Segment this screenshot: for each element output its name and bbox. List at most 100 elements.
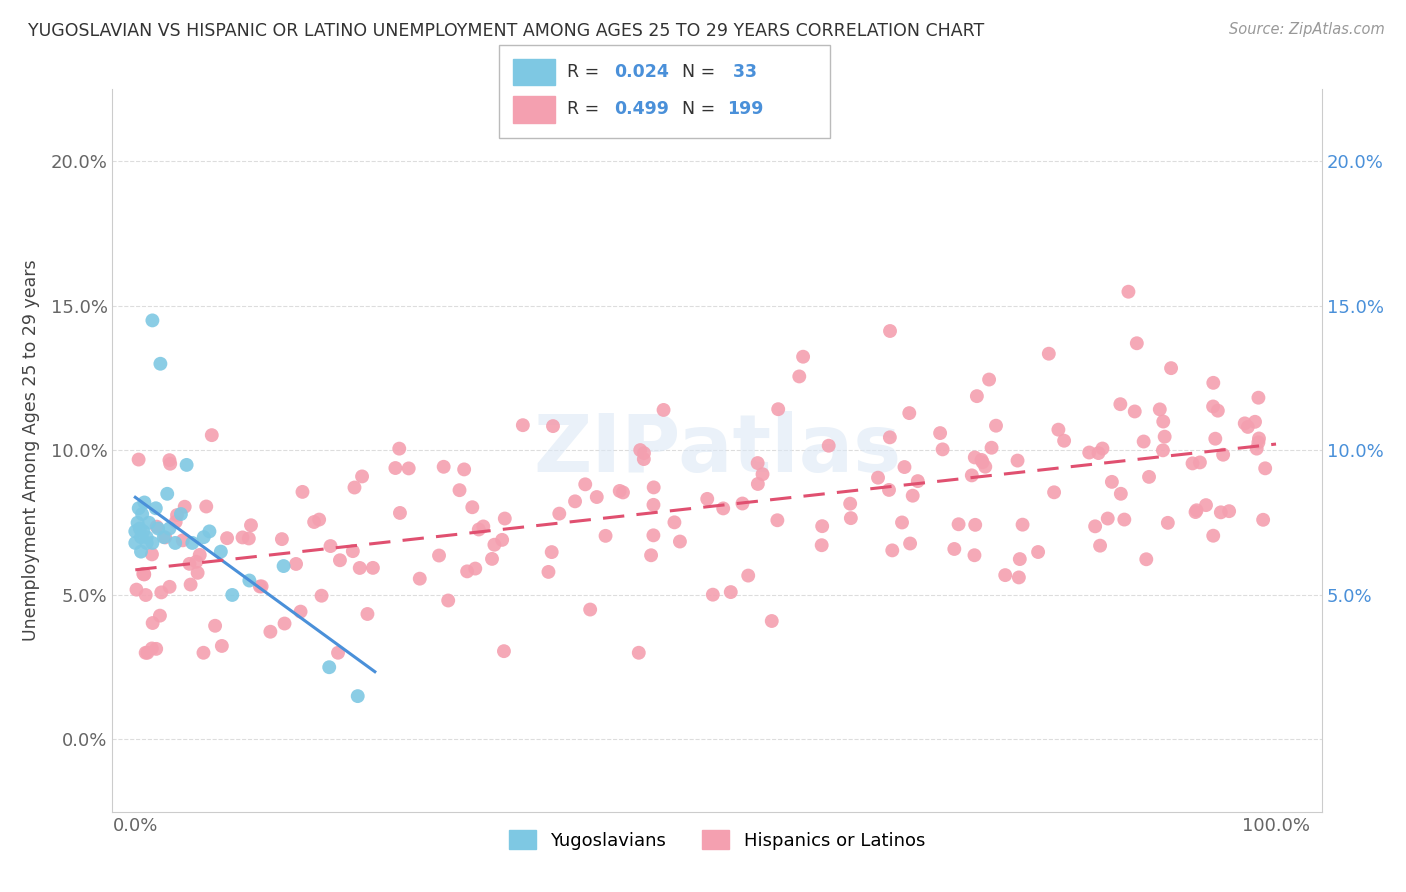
Point	[1254, 461, 1277, 475]
Point	[128, 501, 150, 516]
Point	[640, 548, 662, 562]
Point	[1109, 397, 1132, 411]
Point	[398, 461, 420, 475]
Text: YUGOSLAVIAN VS HISPANIC OR LATINO UNEMPLOYMENT AMONG AGES 25 TO 29 YEARS CORRELA: YUGOSLAVIAN VS HISPANIC OR LATINO UNEMPL…	[28, 22, 984, 40]
Point	[273, 616, 295, 631]
Text: 199: 199	[727, 101, 763, 119]
Point	[329, 553, 352, 567]
Point	[1157, 516, 1180, 530]
Point	[633, 452, 655, 467]
Point	[901, 489, 924, 503]
Point	[627, 646, 650, 660]
Point	[737, 568, 759, 582]
Point	[787, 369, 810, 384]
Text: ZIPatlas: ZIPatlas	[533, 411, 901, 490]
Point	[342, 544, 364, 558]
Point	[711, 501, 734, 516]
Point	[696, 491, 718, 506]
Point	[352, 469, 374, 483]
Point	[766, 402, 789, 417]
Point	[1206, 403, 1229, 417]
Point	[302, 515, 325, 529]
Point	[965, 517, 987, 532]
Point	[221, 588, 243, 602]
Point	[943, 541, 966, 556]
Point	[1084, 519, 1107, 533]
Point	[259, 624, 281, 639]
Point	[1218, 504, 1240, 518]
Point	[238, 532, 260, 546]
Point	[128, 521, 150, 535]
Point	[866, 471, 889, 485]
Point	[173, 500, 195, 514]
Point	[155, 530, 177, 544]
Point	[211, 639, 233, 653]
Point	[468, 523, 491, 537]
Text: 0.499: 0.499	[614, 101, 669, 119]
Point	[232, 531, 254, 545]
Point	[747, 456, 769, 470]
Point	[972, 455, 994, 469]
Point	[893, 460, 915, 475]
Point	[165, 515, 187, 529]
Point	[136, 646, 159, 660]
Point	[1008, 552, 1031, 566]
Point	[181, 536, 204, 550]
Point	[388, 506, 411, 520]
Point	[131, 507, 153, 521]
Point	[461, 500, 484, 515]
Point	[879, 430, 901, 444]
Point	[839, 497, 862, 511]
Point	[540, 545, 562, 559]
Point	[891, 516, 914, 530]
Point	[166, 508, 188, 522]
Point	[145, 519, 167, 533]
Point	[141, 641, 163, 656]
Point	[766, 513, 789, 527]
Point	[193, 530, 215, 544]
Point	[188, 548, 211, 562]
Point	[1007, 453, 1029, 467]
Point	[285, 557, 308, 571]
Point	[427, 549, 450, 563]
Point	[326, 646, 349, 660]
Point	[1088, 539, 1111, 553]
Point	[1185, 503, 1208, 517]
Point	[652, 403, 675, 417]
Point	[1126, 336, 1149, 351]
Point	[1247, 435, 1270, 450]
Point	[877, 483, 900, 497]
Point	[176, 458, 198, 472]
Point	[456, 565, 478, 579]
Point	[537, 565, 560, 579]
Point	[138, 516, 160, 530]
Point	[761, 614, 783, 628]
Point	[1109, 487, 1132, 501]
Point	[643, 480, 665, 494]
Point	[1011, 517, 1033, 532]
Point	[1160, 361, 1182, 376]
Point	[343, 481, 366, 495]
Point	[464, 561, 486, 575]
Point	[595, 529, 617, 543]
Point	[149, 357, 172, 371]
Point	[810, 538, 832, 552]
Point	[361, 561, 384, 575]
Point	[141, 536, 163, 550]
Point	[994, 568, 1017, 582]
Point	[135, 646, 157, 660]
Point	[198, 524, 221, 539]
Point	[132, 566, 155, 581]
Point	[898, 406, 921, 420]
Text: N =: N =	[682, 63, 721, 81]
Point	[907, 474, 929, 488]
Point	[541, 419, 564, 434]
Point	[193, 646, 215, 660]
Point	[792, 350, 814, 364]
Point	[1202, 376, 1225, 390]
Point	[1053, 434, 1076, 448]
Point	[1184, 505, 1206, 519]
Point	[135, 530, 157, 544]
Point	[898, 536, 921, 550]
Point	[172, 533, 194, 548]
